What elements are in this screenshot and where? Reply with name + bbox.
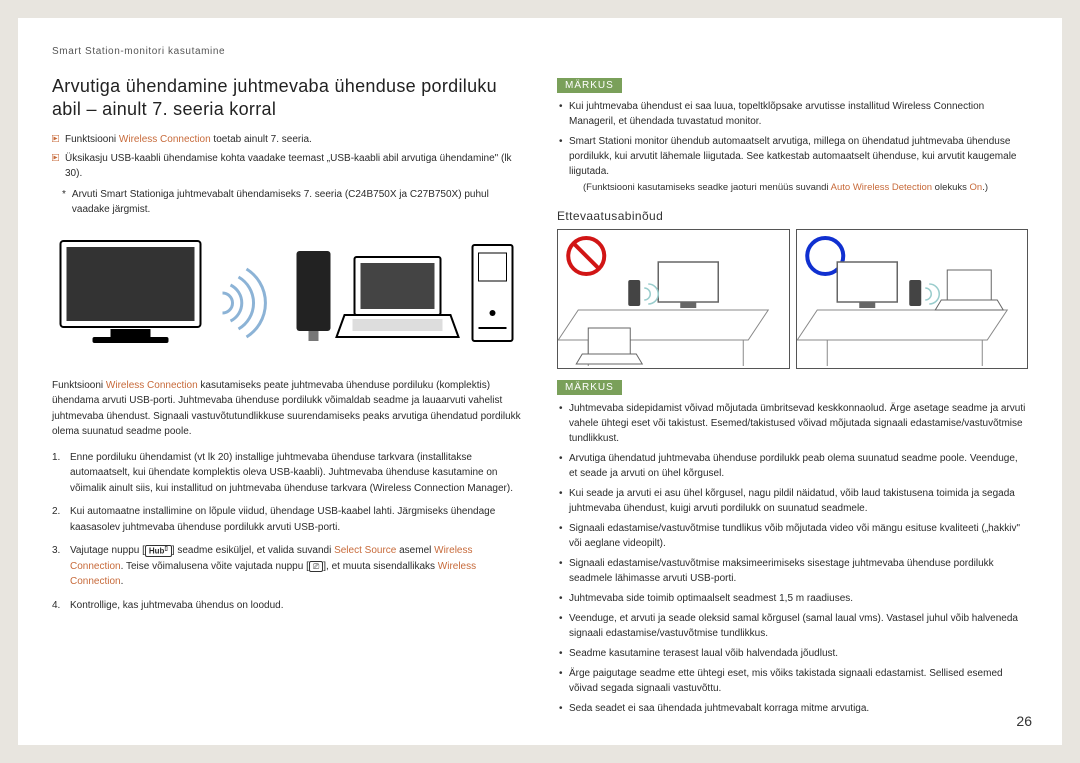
section-heading: Arvutiga ühendamine juhtmevaba ühenduse … (52, 75, 523, 122)
bullet-item: Üksikasju USB-kaabli ühendamise kohta va… (52, 151, 523, 181)
list-item: Seadme kasutamine terasest laual võib ha… (569, 646, 1028, 661)
list-item: Juhtmevaba sidepidamist võivad mõjutada … (569, 401, 1028, 446)
list-item: Smart Stationi monitor ühendub automaats… (569, 134, 1028, 195)
list-item: Ärge paigutage seadme ette ühtegi eset, … (569, 666, 1028, 696)
left-column: Arvutiga ühendamine juhtmevaba ühenduse … (52, 75, 523, 721)
right-column: MÄRKUS Kui juhtmevaba ühendust ei saa lu… (557, 75, 1028, 721)
chapter-title: Smart Station-monitori kasutamine (52, 46, 1028, 57)
list-item: Signaali edastamise/vastuvõtmise tundlik… (569, 521, 1028, 551)
list-item: Kui automaatne installimine on lõpule vi… (66, 504, 523, 535)
list-item: Arvutiga ühendatud juhtmevaba ühenduse p… (569, 451, 1028, 481)
list-item: Seda seadet ei saa ühendada juhtmevabalt… (569, 701, 1028, 716)
accent-text: Wireless Connection (119, 134, 211, 145)
list-item: Kui seade ja arvuti ei asu ühel kõrgusel… (569, 486, 1028, 516)
list-item: Kontrollige, kas juhtmevaba ühendus on l… (66, 598, 523, 614)
note-list: Kui juhtmevaba ühendust ei saa luua, top… (557, 99, 1028, 195)
footnote: * Arvuti Smart Stationiga juhtmevabalt ü… (62, 187, 523, 217)
body-paragraph: Funktsiooni Wireless Connection kasutami… (52, 378, 523, 440)
note-badge: MÄRKUS (557, 78, 622, 93)
list-item: Kui juhtmevaba ühendust ei saa luua, top… (569, 99, 1028, 129)
note-badge: MÄRKUS (557, 380, 622, 395)
connection-illustration (52, 233, 523, 363)
two-column-layout: Arvutiga ühendamine juhtmevaba ühenduse … (52, 75, 1028, 721)
bullet-icon (52, 154, 59, 161)
precaution-illustration (557, 229, 1028, 369)
list-item: Signaali edastamise/vastuvõtmise maksime… (569, 556, 1028, 586)
asterisk-icon: * (62, 187, 66, 217)
accent-text: Wireless Connection (106, 380, 198, 391)
manual-page: Smart Station-monitori kasutamine Arvuti… (18, 18, 1062, 745)
hub-button-icon: Hub▯ (145, 545, 172, 557)
bullet-item: Funktsiooni Wireless Connection toetab a… (52, 132, 523, 147)
bullet-text: Üksikasju USB-kaabli ühendamise kohta va… (65, 151, 523, 181)
wrong-setup-panel (557, 229, 790, 369)
list-item: Vajutage nuppu [Hub▯] seadme esiküljel, … (66, 543, 523, 590)
list-item: Juhtmevaba side toimib optimaalselt sead… (569, 591, 1028, 606)
subheading: Ettevaatusabinõud (557, 209, 1028, 223)
bullet-text: Funktsiooni Wireless Connection toetab a… (65, 132, 312, 147)
page-number: 26 (1016, 713, 1032, 729)
list-item: Veenduge, et arvuti ja seade oleksid sam… (569, 611, 1028, 641)
bullet-icon (52, 135, 59, 142)
ordered-list: Enne pordiluku ühendamist (vt lk 20) ins… (52, 450, 523, 614)
source-button-icon: ⎚ (309, 561, 323, 573)
note-list: Juhtmevaba sidepidamist võivad mõjutada … (557, 401, 1028, 716)
list-item: Enne pordiluku ühendamist (vt lk 20) ins… (66, 450, 523, 497)
correct-setup-panel (796, 229, 1029, 369)
sub-note: (Funktsiooni kasutamiseks seadke jaoturi… (569, 181, 1028, 195)
